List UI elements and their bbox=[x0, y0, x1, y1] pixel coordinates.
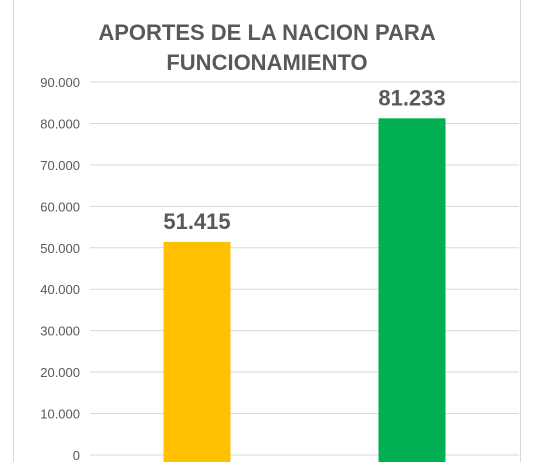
chart-title: APORTES DE LA NACION PARA FUNCIONAMIENTO bbox=[0, 18, 534, 78]
chart-frame bbox=[13, 0, 521, 462]
chart-title-line-1: APORTES DE LA NACION PARA bbox=[98, 20, 436, 45]
bar bbox=[163, 241, 231, 462]
data-labels: 51.415 81.233 bbox=[163, 85, 445, 234]
y-tick-label: 20.000 bbox=[40, 365, 80, 380]
y-tick-label: 90.000 bbox=[40, 75, 80, 90]
bars bbox=[163, 118, 446, 462]
y-tick-label: 50.000 bbox=[40, 241, 80, 256]
y-tick-label: 80.000 bbox=[40, 116, 80, 131]
data-label: 51.415 bbox=[163, 209, 230, 234]
chart-title-line-2: FUNCIONAMIENTO bbox=[166, 50, 368, 75]
y-axis-tick-labels: 0 10.000 20.000 30.000 40.000 50.000 60.000 70.… bbox=[40, 75, 80, 462]
y-tick-label: 10.000 bbox=[40, 407, 80, 422]
gridlines bbox=[90, 81, 519, 456]
y-tick-label: 0 bbox=[73, 448, 80, 462]
bar bbox=[378, 118, 446, 462]
y-tick-label: 60.000 bbox=[40, 199, 80, 214]
y-tick-label: 70.000 bbox=[40, 158, 80, 173]
y-tick-label: 40.000 bbox=[40, 282, 80, 297]
data-label: 81.233 bbox=[378, 85, 445, 110]
y-tick-label: 30.000 bbox=[40, 324, 80, 339]
